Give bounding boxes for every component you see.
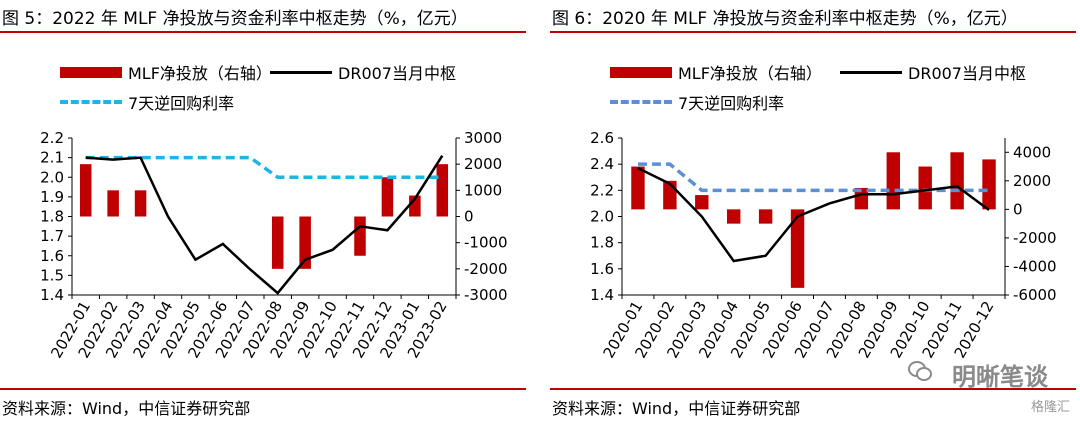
legend-item-bar: MLF净投放（右轴） [60, 60, 272, 84]
mlf-bar [436, 164, 449, 217]
chart-title: 图 5：2022 年 MLF 净投放与资金利率中枢走势（%，亿元） [2, 9, 468, 29]
y-right-tick-label: -1000 [464, 234, 508, 252]
y-left-tick-label: 1.4 [40, 286, 64, 304]
legend-swatch-bar [610, 66, 672, 78]
y-right-tick-label: 0 [1013, 200, 1023, 218]
dr007-line [85, 154, 444, 295]
y-left-tick-label: 1.8 [40, 208, 64, 226]
dr007-line [637, 166, 990, 263]
y-right-tick-label: 4000 [1013, 143, 1051, 161]
y-right-tick-label: 3000 [464, 129, 502, 147]
y-left-tick-label: 2.1 [40, 149, 64, 167]
legend-swatch-dash [60, 100, 122, 104]
mlf-bar [950, 152, 964, 210]
y-left-tick-label: 1.8 [590, 234, 614, 252]
y-left-tick-label: 1.6 [590, 260, 614, 278]
legend-label-line: DR007当月中枢 [908, 64, 1026, 83]
mlf-bar [271, 216, 284, 269]
mlf-bar [790, 209, 805, 288]
chart-title: 图 6：2020 年 MLF 净投放与资金利率中枢走势（%，亿元） [552, 9, 1018, 29]
y-right-tick-label: -3000 [464, 286, 508, 304]
mlf-bar [79, 164, 92, 217]
title-rule [550, 31, 1076, 33]
legend-swatch-line [270, 70, 332, 74]
y-left-tick-label: 1.6 [40, 247, 64, 265]
y-right-tick-label: 0 [464, 208, 474, 226]
chart-panel-2020: 图 6：2020 年 MLF 净投放与资金利率中枢走势（%，亿元） MLF净投放… [550, 0, 1080, 421]
mlf-bar [695, 195, 709, 210]
y-left-tick-label: 1.7 [40, 227, 64, 245]
legend-item-dash: 7天逆回购利率 [610, 90, 784, 114]
y-left-tick-label: 2.2 [40, 129, 64, 147]
reverse-repo-rate-line [85, 155, 443, 179]
watermark-text: 明晰笔谈 [952, 363, 1048, 391]
y-right-tick-label: 1000 [464, 181, 502, 199]
title-rule [0, 31, 526, 33]
source-note: 资料来源：Wind，中信证券研究部 [2, 399, 251, 418]
y-left-tick-label: 2.0 [40, 168, 64, 186]
y-left-tick-label: 1.9 [40, 188, 64, 206]
y-left-tick-label: 2.4 [590, 155, 614, 173]
legend-label-bar: MLF净投放（右轴） [678, 64, 822, 83]
mlf-bar [631, 166, 645, 210]
mlf-bar [758, 209, 773, 224]
legend-swatch-dash [610, 100, 672, 104]
mlf-bar [381, 177, 394, 217]
source-note: 资料来源：Wind，中信证券研究部 [552, 399, 801, 418]
brand-logo: 格隆汇 [1030, 400, 1070, 415]
y-right-tick-label: -4000 [1013, 257, 1057, 275]
chart-2020-plot: 2.6 2.4 2.2 2.0 1.8 1.6 1.4 4000 2000 0 -2000 -4000… [590, 129, 1057, 361]
legend-swatch-bar [60, 66, 122, 78]
chart-panel-2022: 图 5：2022 年 MLF 净投放与资金利率中枢走势（%，亿元） MLF净投放… [0, 0, 530, 421]
source-rule [0, 388, 526, 390]
legend-label-dash: 7天逆回购利率 [678, 94, 785, 113]
y-right-tick-label: 2000 [464, 155, 502, 173]
mlf-bar [727, 209, 741, 224]
y-left-tick-label: 2.0 [590, 208, 614, 226]
mlf-bar [918, 166, 932, 210]
source-rule [550, 388, 1076, 390]
legend-item-line: DR007当月中枢 [270, 60, 456, 84]
chart-2022-plot: 2.2 2.12.0 1.9 1.81.7 1.61.5 1.4 3000 2000 1000 0… [40, 129, 508, 361]
legend-item-bar: MLF净投放（右轴） [610, 60, 822, 84]
mlf-bar [354, 216, 366, 256]
legend-label-line: DR007当月中枢 [338, 64, 456, 83]
legend-label-dash: 7天逆回购利率 [128, 94, 235, 113]
y-right-tick-label: -6000 [1013, 286, 1057, 304]
legend-swatch-line [840, 70, 902, 74]
mlf-bar [409, 195, 421, 217]
mlf-bar [107, 190, 119, 217]
y-right-tick-label: -2000 [1013, 229, 1057, 247]
mlf-bar [299, 216, 311, 269]
mlf-bar [886, 152, 900, 210]
y-left-tick-label: 2.6 [590, 129, 614, 147]
y-left-tick-label: 1.5 [40, 266, 64, 284]
mlf-bar [982, 159, 996, 210]
y-right-tick-label: -2000 [464, 260, 508, 278]
legend-label-bar: MLF净投放（右轴） [128, 64, 272, 83]
y-right-tick-label: 2000 [1013, 172, 1051, 190]
wechat-icon [908, 361, 932, 381]
reverse-repo-rate-line [637, 162, 990, 193]
legend-item-line: DR007当月中枢 [840, 60, 1026, 84]
y-left-tick-label: 1.4 [590, 286, 614, 304]
y-left-tick-label: 2.2 [590, 181, 614, 199]
legend-item-dash: 7天逆回购利率 [60, 90, 234, 114]
mlf-bar [134, 190, 147, 217]
